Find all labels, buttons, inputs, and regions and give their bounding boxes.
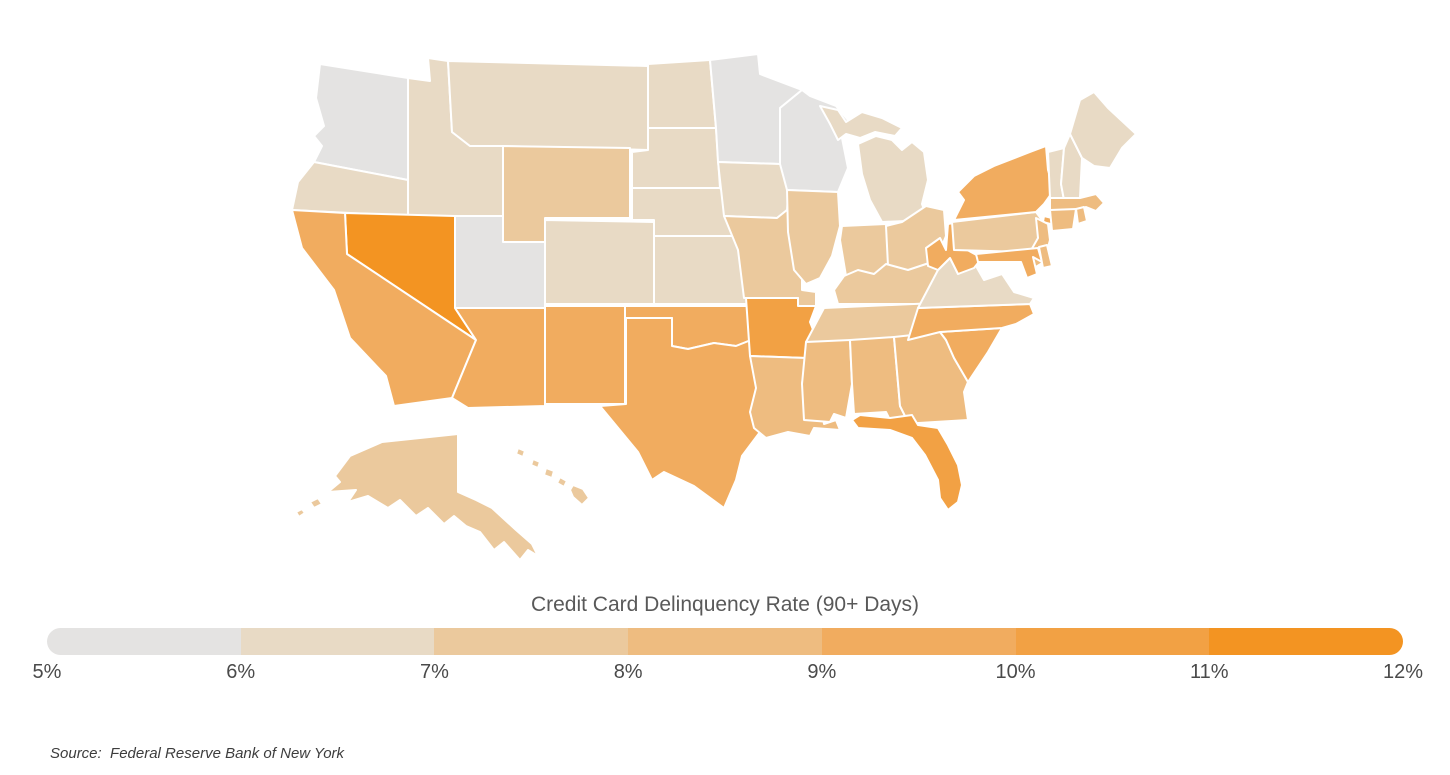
state-connecticut — [1049, 208, 1077, 232]
state-california — [291, 209, 477, 407]
legend-ticks: 5% 6% 7% 8% 9% 10% 11% 12% — [33, 661, 1423, 689]
state-wisconsin — [779, 89, 849, 193]
state-mississippi — [801, 339, 853, 423]
state-alaska — [327, 433, 539, 561]
legend-color-segment — [1209, 628, 1403, 655]
state-delaware — [1038, 244, 1053, 269]
state-kansas — [653, 235, 749, 305]
state-north-carolina — [907, 303, 1035, 341]
legend-tick-label: 11% — [1190, 661, 1229, 683]
state-illinois — [786, 189, 841, 285]
state-montana — [447, 60, 649, 151]
state-michigan-upper-peninsula — [819, 105, 903, 141]
us-map-svg — [291, 53, 1137, 561]
state-washington — [313, 63, 409, 181]
legend-color-segment — [240, 628, 435, 655]
legend-tick-label: 7% — [419, 661, 449, 683]
chart-title: Credit Card Delinquency Rate (90+ Days) — [530, 593, 920, 616]
legend-tick-label: 9% — [807, 661, 837, 683]
legend-color-segment — [47, 628, 241, 655]
legend-colorbar — [47, 628, 1403, 655]
state-alaska-aleutians — [295, 497, 323, 518]
state-hawaii — [515, 447, 590, 506]
state-north-dakota — [647, 59, 717, 129]
state-new-mexico — [544, 305, 626, 405]
state-iowa — [717, 161, 791, 219]
legend-tick-label: 12% — [1382, 661, 1424, 683]
state-maryland — [975, 247, 1043, 279]
legend-tick-label: 8% — [613, 661, 643, 683]
state-florida — [851, 414, 963, 511]
state-colorado — [544, 219, 655, 305]
state-new-york — [953, 145, 1055, 221]
state-maine — [1069, 91, 1137, 169]
state-texas — [599, 317, 761, 509]
legend-color-segment — [434, 628, 629, 655]
state-michigan — [857, 135, 929, 223]
legend-color-segment — [821, 628, 1016, 655]
legend-tick-label: 10% — [995, 661, 1036, 683]
us-choropleth-map — [290, 40, 1160, 580]
legend-tick-label: 6% — [226, 661, 256, 683]
source-note: Source: Federal Reserve Bank of New York — [50, 745, 345, 762]
legend-color-segment — [628, 628, 822, 655]
legend-tick-label: 5% — [32, 661, 62, 683]
state-rhode-island — [1075, 206, 1088, 225]
legend-color-segment — [1015, 628, 1210, 655]
